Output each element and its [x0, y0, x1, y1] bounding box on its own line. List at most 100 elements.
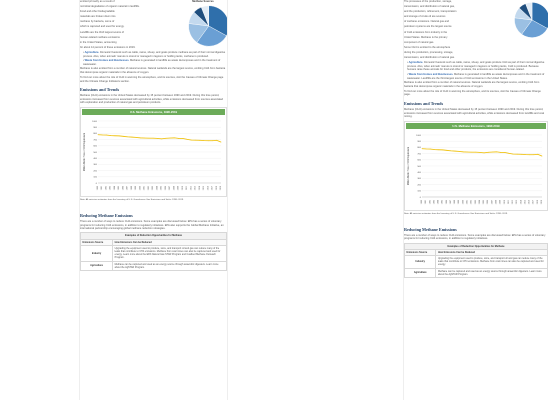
y-tick-label: 500: [417, 166, 421, 168]
pie-slice: [521, 19, 548, 38]
table-header: Emissions Source: [404, 248, 437, 256]
data-point: [533, 154, 535, 155]
data-point: [131, 136, 133, 138]
data-point: [425, 148, 427, 149]
y-axis-label: Million Metric Tons of CO2 Equivalent: [83, 133, 86, 171]
data-point: [500, 151, 501, 153]
emissions-line-chart: 0 100 200 300 400 500 600 700 800 900 1000 Million …: [83, 121, 222, 190]
paragraph: Methane is also emitted from a number of…: [404, 81, 540, 88]
x-tick-label: 2009: [178, 186, 180, 190]
y-tick-label: 100: [417, 190, 421, 192]
series-line: [97, 134, 222, 143]
data-point: [520, 153, 522, 155]
data-point: [186, 138, 188, 140]
x-tick-label: 1995: [118, 186, 120, 190]
data-point: [442, 149, 444, 150]
intro-line: The processes of the production, storage…: [404, 0, 452, 3]
data-point: [479, 151, 481, 153]
data-point: [190, 139, 192, 141]
y-tick-label: 1000: [92, 121, 98, 123]
bullet-title[interactable]: Agriculture.: [408, 61, 424, 65]
intro-line: and the production, refinement, transpor…: [404, 10, 457, 14]
intro-line: methane by bacteria, some of: [80, 20, 115, 24]
table-header: Emissions Source: [80, 238, 114, 246]
data-point: [471, 151, 473, 153]
data-point: [195, 139, 196, 141]
x-tick-label: 1993: [110, 186, 112, 190]
intro-line: and storage of crude oil are sources: [404, 15, 446, 19]
data-point: [101, 134, 103, 136]
table-cell-text: Methane can be captured and used as an e…: [112, 260, 227, 271]
y-tick-label: 600: [93, 146, 97, 148]
x-tick-label: 2009: [500, 200, 502, 204]
data-point: [212, 140, 213, 141]
x-tick-label: 2016: [207, 186, 209, 190]
methane-pie-chart: [514, 2, 548, 38]
x-tick-label: 1990: [421, 200, 423, 204]
x-tick-label: 1998: [131, 186, 133, 190]
intro-line: petroleum systems are the largest source: [404, 25, 452, 29]
data-point: [178, 138, 179, 139]
intro-line: for about 14 percent of these emissions …: [80, 45, 136, 49]
data-point: [475, 151, 477, 153]
data-point: [157, 138, 158, 139]
data-point: [438, 149, 439, 150]
intro-line: Food and other biodegradable: [80, 10, 115, 14]
chart-caption: Note: All emission estimates from the In…: [404, 212, 508, 215]
data-point: [169, 137, 171, 139]
pie-slice: [208, 5, 227, 37]
intro-line: of methane emissions. Natural gas and: [404, 20, 449, 24]
pie-title: Methane Sources: [192, 0, 214, 3]
bullet-agriculture: • Agriculture. Domestic livestock such a…: [407, 61, 545, 72]
x-tick-label: 2016: [529, 200, 531, 204]
x-tick-label: 2000: [139, 186, 141, 190]
x-tick-label: 2008: [173, 186, 175, 190]
chart-title: U.S. Methane Emissions, 1990-2019: [406, 122, 546, 129]
bullet-title[interactable]: Waste from Homes and Businesses.: [408, 72, 454, 76]
table-cell-source: Industry: [80, 244, 114, 262]
y-tick-label: 400: [93, 158, 97, 160]
data-point: [144, 137, 146, 139]
bullet-title[interactable]: Agriculture.: [84, 50, 100, 54]
table-cell-source: Agriculture: [404, 267, 437, 278]
data-point: [487, 151, 489, 153]
intro-line: materials are broken down into: [80, 15, 116, 19]
table-cell-text: Upgrading the equipment used to produce,…: [112, 244, 227, 262]
intro-line: transmission, and distribution of natura…: [404, 5, 455, 9]
bullet-title[interactable]: Waste from Homes and Businesses.: [84, 59, 130, 63]
x-tick-label: 2000: [462, 200, 464, 204]
x-tick-label: 2006: [165, 186, 167, 190]
bullet-waste: • Waste from Homes and Businesses. Metha…: [83, 59, 221, 66]
x-tick-label: 1998: [454, 200, 456, 204]
data-point: [114, 135, 116, 137]
data-point: [173, 137, 175, 139]
emissions-line-chart: 0 100 200 300 400 500 600 700 800 900 1000 Million …: [407, 135, 543, 204]
x-tick-label: 2007: [491, 200, 493, 204]
data-point: [220, 141, 222, 143]
x-tick-label: 2019: [220, 186, 222, 190]
data-point: [541, 155, 543, 157]
y-tick-label: 300: [93, 164, 97, 166]
data-point: [504, 151, 506, 153]
table-row: Agriculture Methane can be captured and …: [80, 260, 227, 271]
data-point: [421, 148, 423, 149]
x-tick-label: 1997: [127, 186, 129, 190]
x-tick-label: 2013: [195, 186, 197, 190]
x-tick-label: 2004: [156, 186, 158, 190]
y-tick-label: 300: [417, 178, 421, 180]
x-tick-label: 2003: [475, 200, 477, 204]
reduce-paragraph: There are a number of ways to reduce CH4…: [404, 233, 546, 241]
chart-title: U.S. Methane Emissions, 1990-2019: [82, 108, 225, 115]
data-point: [127, 136, 129, 138]
data-point: [165, 137, 167, 139]
x-tick-label: 2011: [186, 186, 188, 190]
table-cell-source: Agriculture: [80, 260, 114, 271]
methane-pie-figure: Methane Sources: [179, 0, 227, 51]
data-point: [123, 135, 124, 137]
x-tick-label: 2012: [512, 200, 514, 204]
intro-line: emitted primarily as a result of: [80, 0, 115, 3]
data-point: [106, 134, 107, 136]
data-point: [463, 151, 464, 152]
data-point: [450, 150, 452, 151]
y-tick-label: 0: [420, 197, 422, 199]
